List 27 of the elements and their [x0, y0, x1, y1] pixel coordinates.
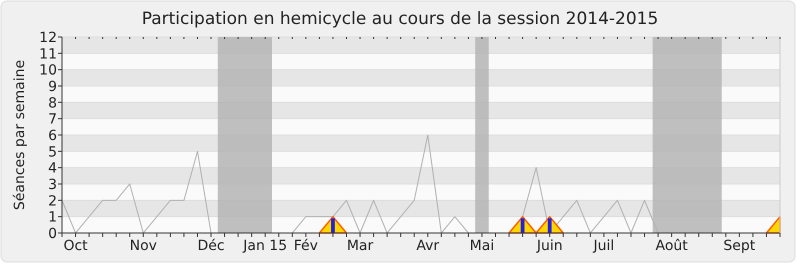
x-tick-label: Avr: [416, 238, 440, 254]
y-tick-label: 11: [39, 46, 57, 62]
y-tick-label: 5: [48, 144, 57, 160]
x-tick-label: Déc: [197, 238, 225, 254]
y-tick-label: 2: [48, 193, 57, 210]
x-tick-label: Sept: [723, 238, 756, 254]
x-tick-label: Jan 15: [242, 238, 288, 254]
y-tick-label: 3: [48, 177, 57, 193]
x-tick-label: Mai: [470, 238, 494, 254]
x-tick-label: Fév: [294, 238, 318, 254]
y-tick-label: 8: [48, 95, 57, 112]
y-tick-label: 6: [48, 128, 58, 144]
x-tick-label: Juil: [592, 238, 614, 254]
y-tick-label: 12: [39, 30, 57, 46]
x-tick-label: Oct: [63, 238, 88, 254]
y-tick-label: 0: [48, 226, 57, 242]
chart-title: Participation en hemicycle au cours de la session 2014-2015: [142, 9, 658, 29]
y-tick-label: 10: [39, 62, 57, 79]
y-tick-label: 4: [48, 160, 58, 177]
y-tick-label: 1: [48, 210, 57, 226]
x-tick-label: Juin: [536, 238, 563, 254]
y-axis-title: Séances par semaine: [12, 60, 28, 210]
y-tick-label: 7: [48, 112, 57, 128]
x-tick-label: Nov: [130, 238, 157, 254]
x-tick-label: Mar: [346, 238, 374, 254]
y-tick-label: 9: [48, 79, 57, 95]
x-tick-label: Août: [655, 238, 688, 254]
